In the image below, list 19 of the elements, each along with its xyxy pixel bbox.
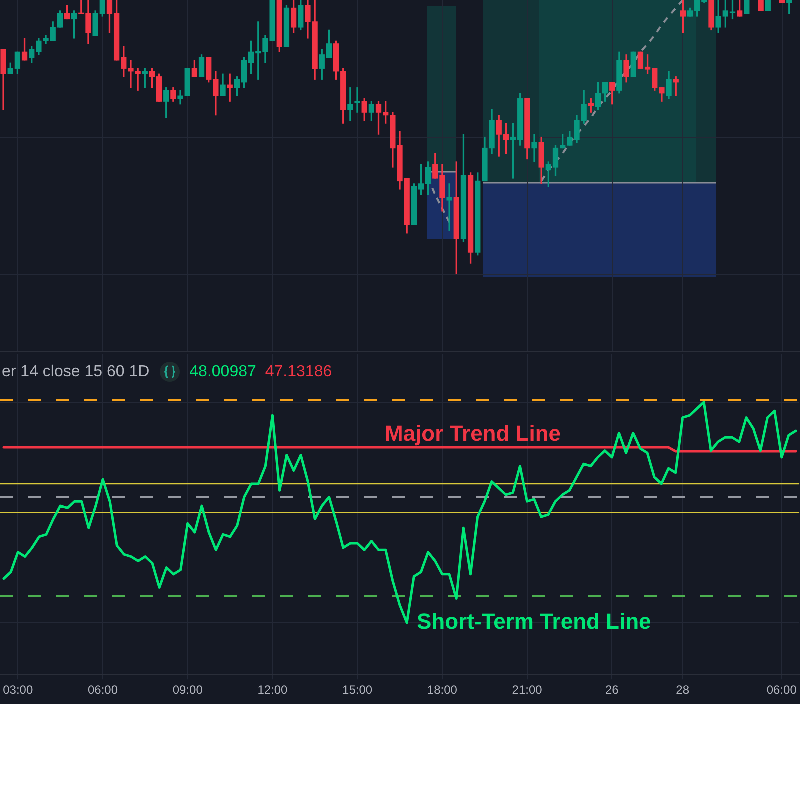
x-tick-label: 06:00 xyxy=(766,683,798,698)
x-tick-label: 21:00 xyxy=(512,683,543,698)
x-tick-label: 09:00 xyxy=(172,683,204,698)
candlestick xyxy=(532,134,538,162)
candlestick xyxy=(446,184,452,231)
x-tick-label: 26 xyxy=(605,683,620,698)
x-tick-label: 03:00 xyxy=(3,683,34,698)
series-label: Major Trend Line xyxy=(385,421,562,446)
text: 47.13186 xyxy=(265,363,332,380)
text: 48.00987 xyxy=(190,363,256,380)
x-tick-label: 12:00 xyxy=(258,683,288,698)
x-tick-label: 06:00 xyxy=(88,683,118,698)
series-label: Short-Term Trend Line xyxy=(417,609,652,634)
text: er 14 close 15 60 1D xyxy=(2,363,150,380)
candlestick xyxy=(354,88,360,113)
x-tick-label: 18:00 xyxy=(427,683,458,698)
x-tick-label: 28 xyxy=(676,683,690,698)
x-tick-label: 15:00 xyxy=(342,683,373,698)
candlestick xyxy=(348,88,354,122)
